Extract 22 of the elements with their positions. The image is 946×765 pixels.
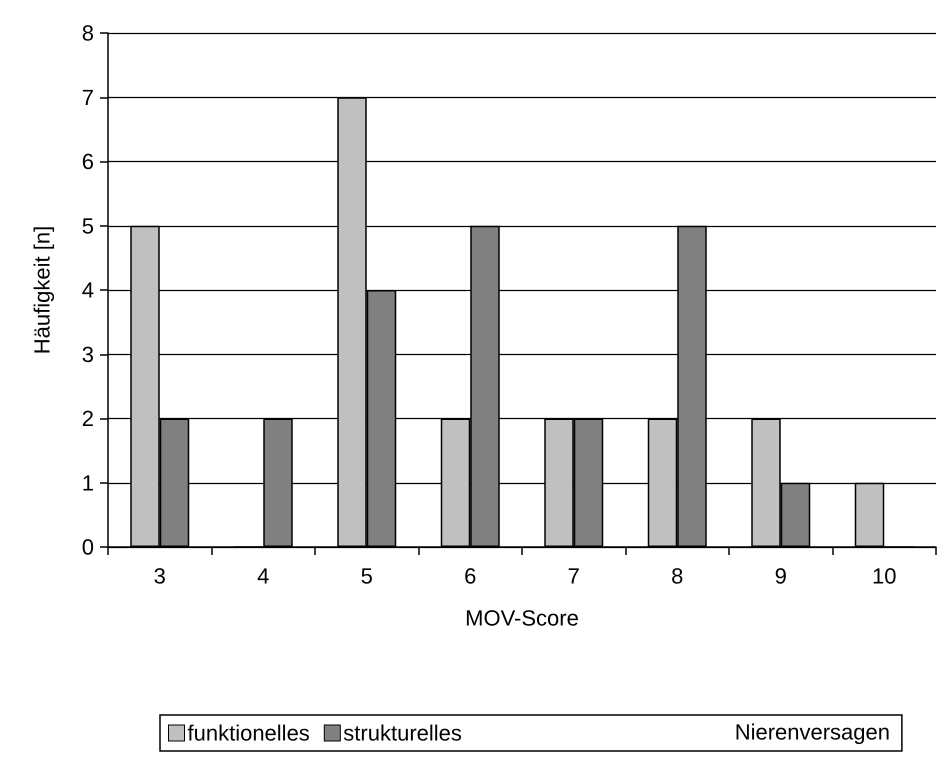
x-tick-label: 9 — [774, 564, 787, 588]
x-tick-label: 3 — [154, 564, 166, 588]
x-tick-label: 10 — [872, 564, 896, 588]
y-tick-label: 7 — [82, 84, 94, 110]
x-tick-label: 7 — [568, 564, 580, 588]
legend-label: funktionelles — [188, 720, 310, 746]
y-axis-title: Häufigkeit [n] — [30, 226, 54, 354]
x-tick-label: 5 — [360, 564, 373, 588]
x-tick-label: 4 — [257, 564, 270, 588]
y-tick-label: 2 — [82, 406, 94, 431]
legend-title: Nierenversagen — [734, 720, 890, 744]
y-tick-label: 4 — [82, 278, 94, 302]
y-tick-label: 3 — [82, 342, 94, 367]
x-axis-title: MOV-Score — [465, 606, 579, 630]
y-tick-label: 6 — [82, 149, 94, 174]
y-tick-label: 0 — [82, 534, 94, 560]
legend-label: strukturelles — [343, 720, 462, 746]
y-tick-label: 1 — [82, 470, 94, 496]
x-tick-label: 8 — [671, 564, 684, 588]
y-tick-label: 5 — [82, 213, 94, 238]
x-tick-label: 6 — [464, 564, 476, 588]
y-tick-label: 8 — [82, 20, 94, 46]
